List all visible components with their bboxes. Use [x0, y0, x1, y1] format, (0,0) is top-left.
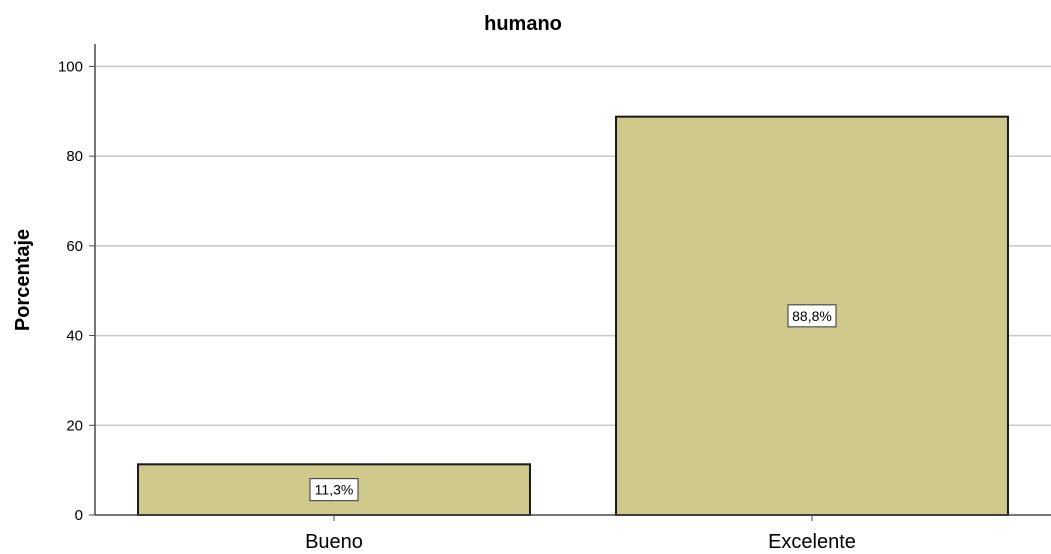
- y-axis-ticks: 0 20 40 60 80 100: [58, 58, 95, 524]
- y-tick-label: 0: [75, 507, 83, 524]
- chart-title: humano: [484, 13, 562, 35]
- data-label-group: 88,8%: [787, 304, 837, 328]
- y-tick-label: 60: [66, 238, 83, 255]
- data-label: 88,8%: [792, 308, 832, 324]
- y-axis-label: Porcentaje: [12, 229, 34, 331]
- data-labels: 11,3% 88,8%: [309, 304, 837, 502]
- x-tick-label: Excelente: [768, 531, 856, 553]
- data-label: 11,3%: [315, 482, 354, 498]
- x-axis-ticks: Bueno Excelente: [305, 515, 856, 553]
- bars: [137, 115, 1009, 517]
- data-label-box: [309, 478, 359, 502]
- y-tick-label: 100: [58, 58, 83, 75]
- y-tick-label: 40: [66, 328, 83, 345]
- y-tick-label: 80: [66, 148, 83, 165]
- data-label-group: 11,3%: [309, 478, 359, 502]
- data-label-box: [787, 304, 837, 328]
- y-tick-label: 20: [66, 417, 83, 434]
- x-tick-label: Bueno: [305, 531, 363, 553]
